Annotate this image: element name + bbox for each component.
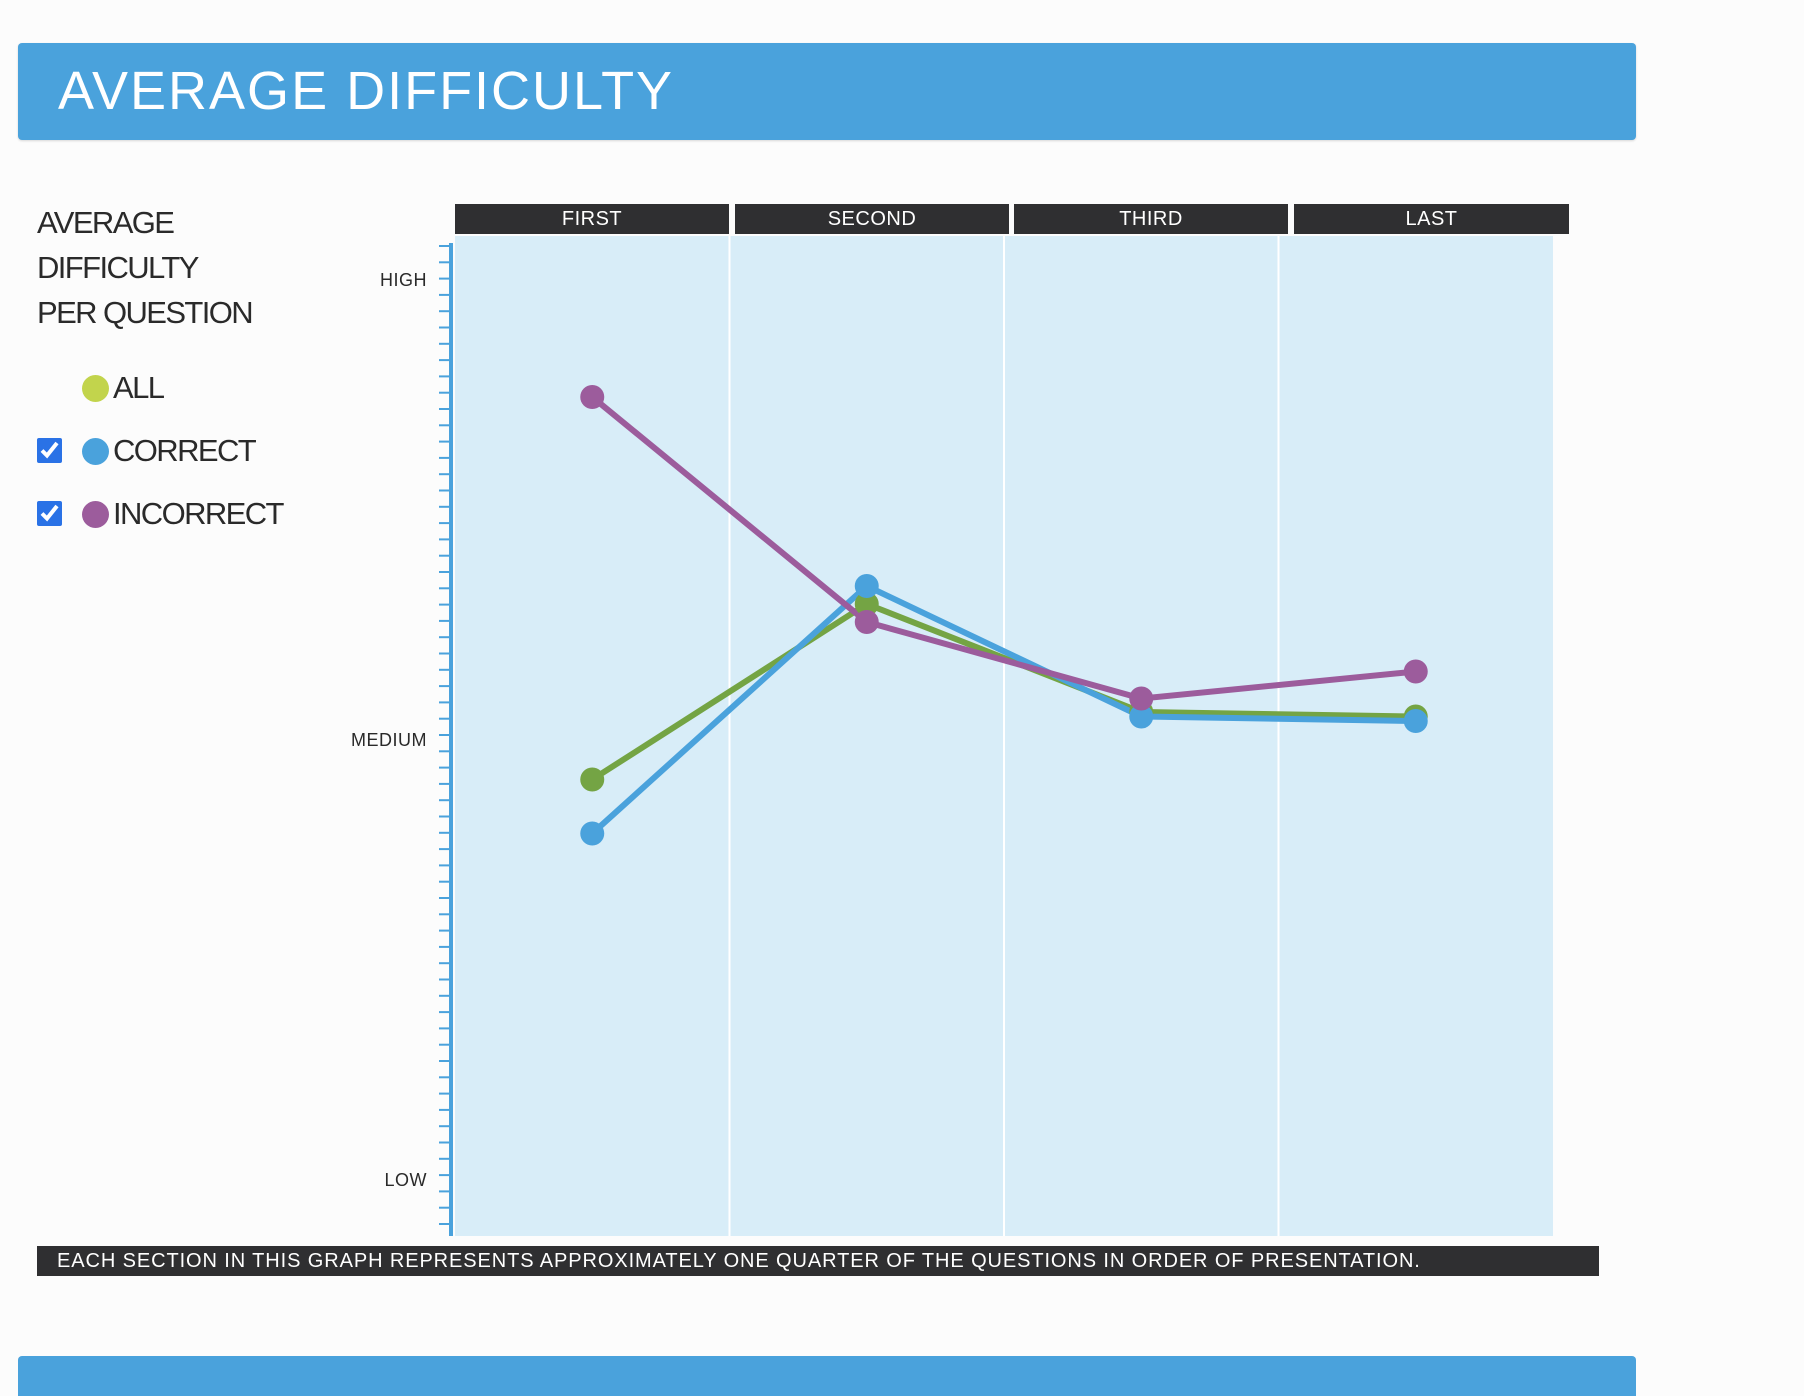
legend-label-all: ALL: [113, 370, 165, 405]
series-line-incorrect: [590, 394, 1417, 702]
legend-label-incorrect: INCORRECT: [113, 496, 284, 531]
next-section-header-bar: [18, 1356, 1636, 1396]
legend-dot-incorrect-icon: [82, 501, 109, 528]
legend-label-correct: CORRECT: [113, 433, 257, 468]
chart-note-bar: EACH SECTION IN THIS GRAPH REPRESENTS AP…: [37, 1246, 1599, 1276]
y-tick-label-low: LOW: [384, 1170, 427, 1190]
correct-series-checkbox[interactable]: [37, 438, 62, 463]
chart-note: EACH SECTION IN THIS GRAPH REPRESENTS AP…: [57, 1250, 1421, 1272]
section-header-third: THIRD: [1014, 204, 1288, 234]
y-tick-label-high: HIGH: [380, 270, 427, 290]
series-lines: [590, 394, 1417, 836]
legend-dot-correct-icon: [82, 438, 109, 465]
chart-title-line-2: PER QUESTION: [37, 295, 254, 330]
data-point-all-first[interactable]: [580, 767, 605, 792]
section-header-second: SECOND: [735, 204, 1009, 234]
page-title: AVERAGE DIFFICULTY: [58, 61, 675, 121]
section-dividers: [728, 236, 1280, 1236]
section-header-last: LAST: [1294, 204, 1569, 234]
data-point-incorrect-first[interactable]: [580, 385, 605, 409]
data-point-correct-last[interactable]: [1403, 709, 1428, 733]
data-point-correct-second[interactable]: [854, 574, 879, 598]
chart-title: AVERAGE DIFFICULTY PER QUESTION: [37, 200, 337, 335]
data-point-incorrect-second[interactable]: [854, 610, 879, 634]
series-points: [580, 385, 1428, 846]
data-point-incorrect-last[interactable]: [1403, 659, 1428, 684]
data-point-correct-third[interactable]: [1129, 704, 1154, 729]
data-point-incorrect-third[interactable]: [1129, 686, 1154, 711]
data-point-correct-first[interactable]: [580, 821, 605, 846]
y-axis: [439, 243, 453, 1236]
chart-title-line-1: AVERAGE DIFFICULTY: [37, 205, 199, 285]
section-header-bar: AVERAGE DIFFICULTY: [18, 43, 1636, 140]
section-header-first: FIRST: [455, 204, 729, 234]
incorrect-series-checkbox[interactable]: [37, 501, 62, 526]
data-point-all-second[interactable]: [854, 592, 879, 616]
series-line-correct: [590, 583, 1416, 836]
legend-dot-all-icon: [82, 375, 109, 402]
y-tick-label-medium: MEDIUM: [351, 730, 427, 750]
